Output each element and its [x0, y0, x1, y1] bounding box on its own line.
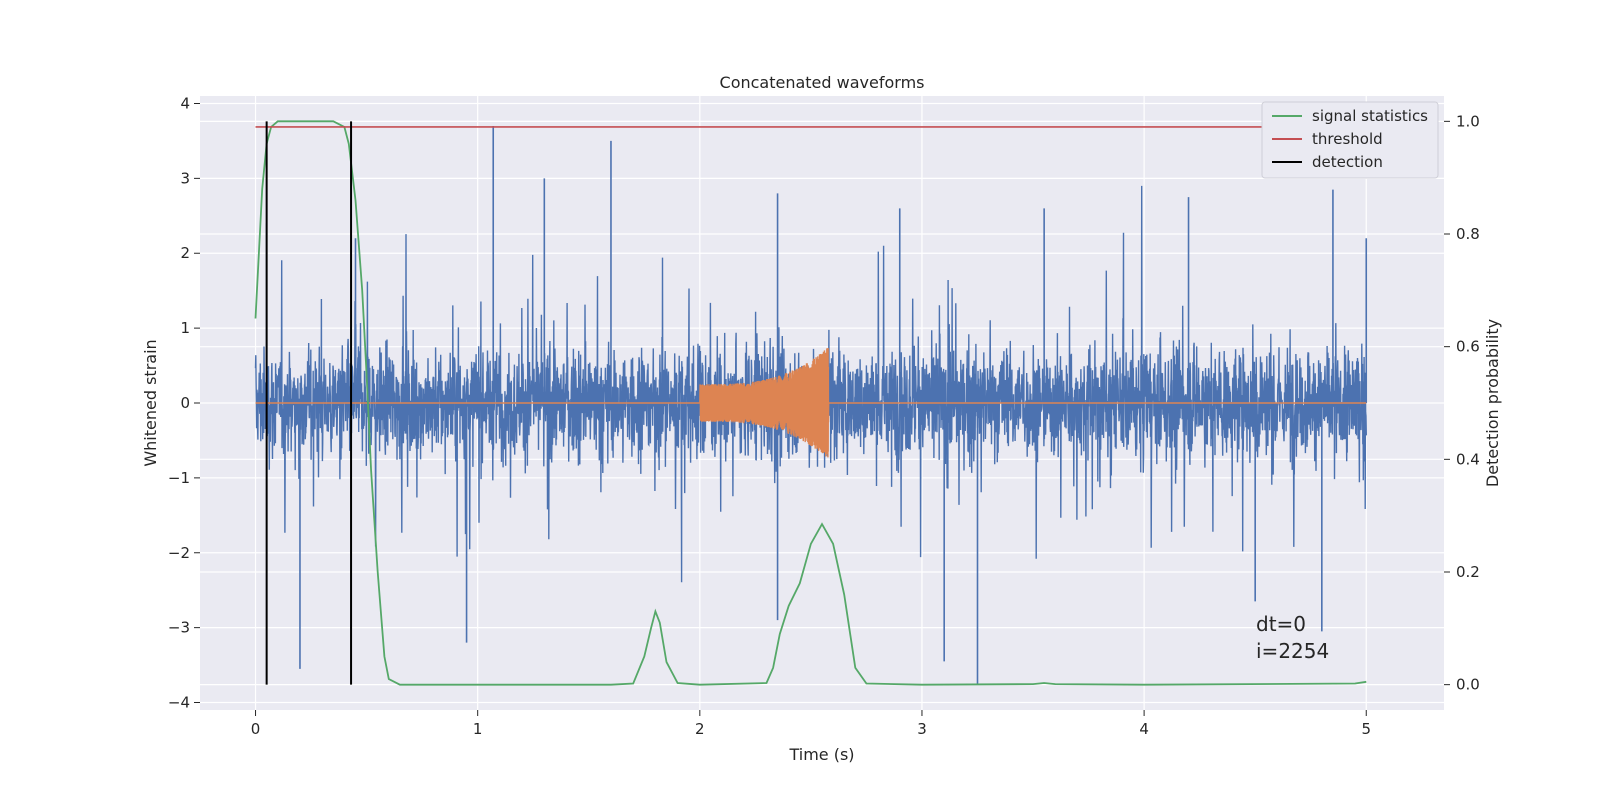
injection-series-line [255, 347, 1367, 458]
x-axis-label: Time (s) [788, 745, 854, 764]
y-tick-label: −2 [168, 544, 190, 562]
signal-statistics-line [254, 120, 1367, 686]
y-axis-label: Whitened strain [141, 339, 160, 466]
y2-tick-label: 0.6 [1456, 338, 1480, 356]
legend-box [1261, 101, 1439, 179]
legend-label-detection: detection [1312, 153, 1383, 171]
y-tick-label: 0 [180, 394, 190, 412]
annotation: dt=0 i=2254 [1256, 612, 1329, 663]
y-tick-label: 3 [180, 169, 190, 187]
x-tick-label: 2 [695, 720, 705, 738]
legend-label-threshold: threshold [1312, 130, 1383, 148]
x-tick-label: 0 [251, 720, 261, 738]
chart-title: Concatenated waveforms [720, 73, 925, 92]
y-tick-label: 4 [180, 94, 190, 112]
x-tick-label: 1 [473, 720, 483, 738]
y-tick-label: −1 [168, 469, 190, 487]
y-tick-label: 2 [180, 244, 190, 262]
y-tick-label: −4 [168, 694, 190, 712]
y-tick-label: −3 [168, 619, 190, 637]
x-tick-label: 4 [1139, 720, 1149, 738]
annotation-line-index: i=2254 [1256, 639, 1329, 663]
tick-labels: 0 1 2 3 4 5 −4 −3 −2 −1 0 1 2 3 4 0.0 0.2 0.4 0.6 0.8 1.0 [168, 94, 1480, 738]
annotation-line-dt: dt=0 [1256, 612, 1306, 636]
y2-tick-label: 0.8 [1456, 225, 1480, 243]
y2-tick-label: 0.2 [1456, 563, 1480, 581]
x-tick-label: 5 [1361, 720, 1371, 738]
y2-tick-label: 0.0 [1456, 676, 1480, 694]
legend-label-signal-statistics: signal statistics [1312, 107, 1428, 125]
y2-tick-label: 0.4 [1456, 450, 1480, 468]
plot-content [254, 120, 1368, 686]
y-tick-label: 1 [180, 319, 190, 337]
x-tick-label: 3 [917, 720, 927, 738]
legend: signal statistics threshold detection [1261, 101, 1439, 179]
y2-tick-label: 1.0 [1456, 112, 1480, 130]
y2-axis-label: Detection probability [1483, 319, 1502, 487]
